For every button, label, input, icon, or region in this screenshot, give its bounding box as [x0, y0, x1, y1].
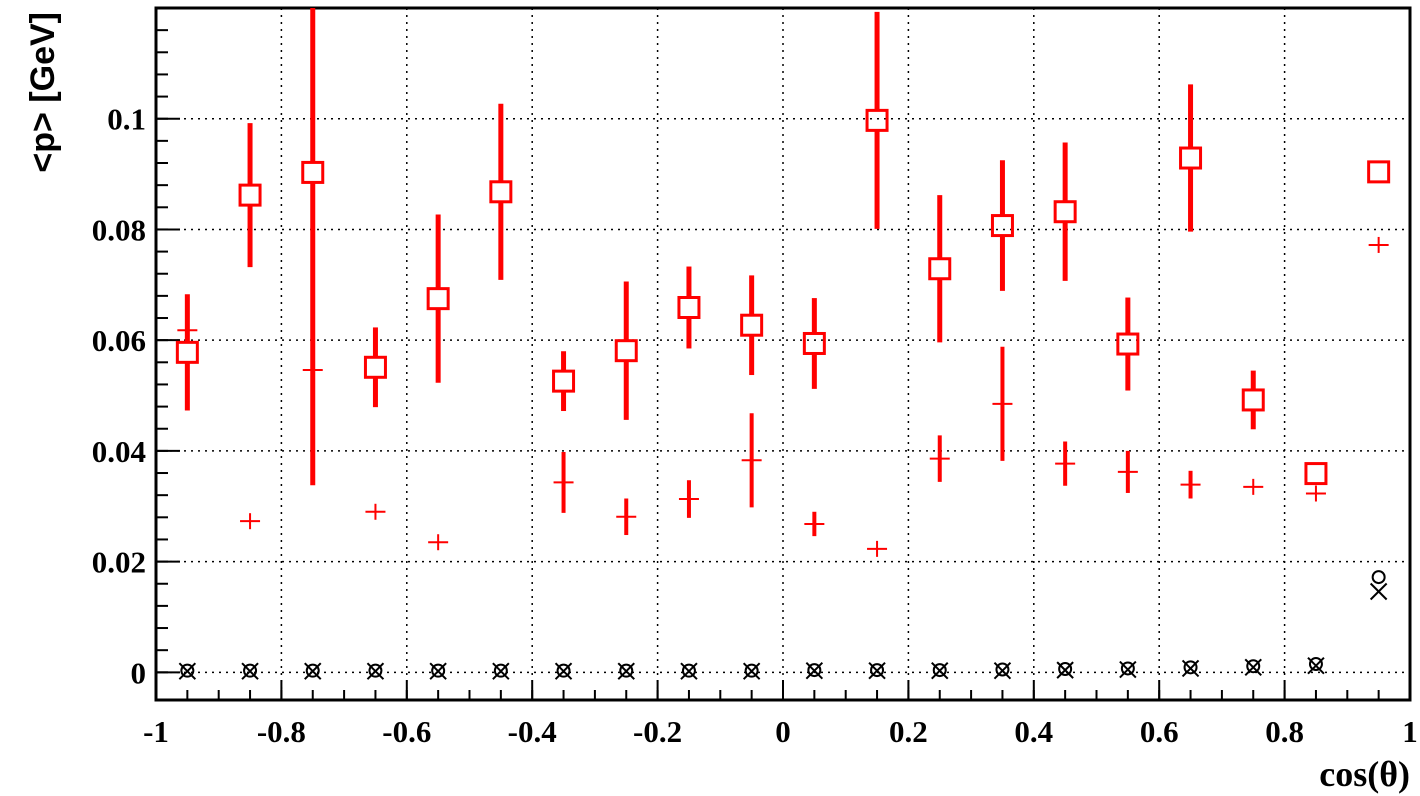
square-marker — [677, 295, 701, 319]
circle-marker — [1183, 660, 1198, 675]
cross-marker — [1056, 661, 1074, 679]
circle-marker — [1308, 657, 1323, 672]
grid — [156, 8, 1410, 700]
y-axis-title: <p> [GeV] — [24, 12, 62, 173]
cross-marker — [492, 662, 510, 680]
cross-marker — [1181, 659, 1200, 678]
cross-marker — [931, 661, 949, 680]
square-marker — [1053, 200, 1077, 224]
circle-marker — [1246, 659, 1261, 674]
cross-marker — [805, 661, 824, 680]
axis-ticks — [155, 29, 1411, 700]
square-marker — [1367, 160, 1391, 184]
x-axis-title: cos(θ) — [1319, 754, 1410, 794]
circle-marker — [431, 663, 446, 678]
cross-marker — [742, 662, 761, 680]
square-marker — [175, 340, 199, 364]
cross-marker — [1119, 660, 1137, 679]
circle-marker — [493, 663, 508, 678]
cross-marker — [680, 662, 698, 680]
circle-marker — [932, 663, 947, 678]
square-marker — [1304, 462, 1328, 486]
circle-marker — [870, 663, 885, 678]
circle-marker — [305, 663, 320, 678]
circle-marker — [180, 663, 195, 678]
square-marker — [1116, 332, 1140, 356]
x-tick-label: -0.8 — [257, 714, 306, 749]
square-marker — [740, 313, 764, 337]
circle-marker — [744, 663, 759, 678]
square-marker — [614, 339, 638, 363]
circle-marker — [807, 663, 822, 678]
square-marker — [990, 214, 1014, 238]
y-tick-label: 0 — [131, 655, 147, 690]
y-tick-label: 0.04 — [92, 434, 146, 469]
cross-marker — [993, 661, 1012, 680]
circle-marker — [995, 662, 1010, 677]
x-tick-label: -0.4 — [508, 714, 557, 749]
square-marker — [802, 331, 826, 355]
circle-marker — [1120, 661, 1135, 676]
cross-marker — [241, 662, 259, 680]
circle-marker — [556, 663, 571, 678]
square-marker — [1179, 146, 1203, 170]
cross-marker — [868, 661, 886, 680]
square-marker — [301, 160, 325, 184]
x-tick-label: 0 — [775, 714, 791, 749]
cross-marker — [366, 662, 385, 680]
x-tick-label: 0.8 — [1265, 714, 1304, 749]
cross-marker — [1244, 658, 1262, 677]
circle-marker — [243, 663, 258, 678]
y-tick-label: 0.08 — [92, 212, 146, 247]
x-tick-label: -0.2 — [633, 714, 682, 749]
y-tick-label: 0.1 — [107, 102, 146, 137]
cross-marker — [554, 662, 573, 680]
cross-marker — [304, 662, 322, 680]
x-tick-label: 1 — [1402, 714, 1418, 749]
cross-marker — [178, 662, 197, 680]
square-marker — [552, 369, 576, 393]
square-marker — [928, 257, 952, 281]
data-marks — [175, 8, 1391, 680]
x-tick-label: 0.4 — [1014, 714, 1053, 749]
x-tick-label: 0.2 — [889, 714, 928, 749]
tick-labels: -1 -0.8 -0.6 -0.4 -0.2 0 0.2 0.4 0.6 0.8 1 0 0.02 0.0… — [92, 102, 1418, 749]
square-marker — [865, 108, 889, 132]
square-marker — [1241, 388, 1265, 412]
square-marker — [426, 287, 450, 311]
cross-marker — [1369, 582, 1388, 601]
circle-marker — [619, 663, 634, 678]
x-tick-label: 0.6 — [1140, 714, 1179, 749]
circle-marker — [681, 663, 696, 678]
y-tick-label: 0.06 — [92, 323, 146, 358]
square-marker — [489, 180, 513, 204]
cross-marker — [1307, 656, 1325, 675]
circle-marker — [1058, 661, 1073, 676]
circle-marker — [368, 663, 383, 678]
x-tick-label: -0.6 — [382, 714, 431, 749]
cross-marker — [617, 662, 635, 680]
square-marker — [363, 355, 387, 379]
x-tick-label: -1 — [143, 714, 169, 749]
y-tick-label: 0.02 — [92, 545, 146, 580]
square-marker — [238, 183, 262, 207]
cross-marker — [429, 662, 447, 680]
circle-marker — [1371, 570, 1386, 585]
